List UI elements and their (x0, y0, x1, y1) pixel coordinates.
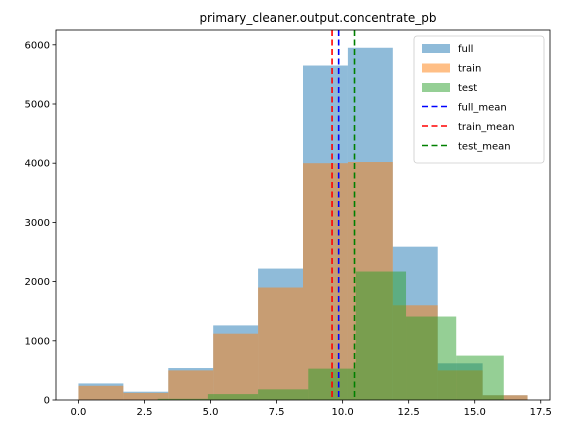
bar-train-4 (258, 287, 303, 400)
bar-test-1 (207, 394, 259, 400)
y-axis: 0 1000 2000 3000 4000 5000 6000 (25, 40, 56, 407)
bar-train-1 (123, 392, 169, 400)
y-tick-label: 4000 (25, 159, 50, 170)
y-tick-label: 0 (44, 396, 50, 407)
y-tick-label: 3000 (25, 218, 50, 229)
x-axis: 0.0 2.5 5.0 7.5 10.0 12.5 15.0 17.5 (71, 400, 552, 418)
mean-lines-layer (331, 30, 356, 400)
legend-label-train: train (458, 64, 481, 75)
x-tick-label: 12.5 (398, 407, 420, 418)
x-tick-label: 7.5 (269, 407, 285, 418)
legend-patch-test (422, 83, 450, 92)
legend-patch-train (422, 63, 450, 73)
x-tick-label: 10.0 (331, 407, 353, 418)
x-tick-label: 2.5 (137, 407, 153, 418)
bars-layer (78, 47, 528, 401)
y-tick-label: 5000 (25, 100, 50, 111)
legend-label-full_mean: full_mean (458, 103, 507, 114)
y-tick-label: 2000 (25, 277, 50, 288)
bar-train-5 (303, 163, 348, 400)
bar-train-3 (213, 333, 259, 400)
legend-patch-full (422, 44, 450, 53)
x-tick-label: 0.0 (71, 407, 87, 418)
legend-label-train_mean: train_mean (458, 122, 515, 133)
legend-label-test: test (458, 83, 477, 94)
x-tick-label: 5.0 (203, 407, 219, 418)
bar-train-0 (78, 385, 124, 400)
chart-title: primary_cleaner.output.concentrate_pb (199, 11, 436, 25)
bar-test-4 (355, 271, 407, 400)
y-tick-label: 6000 (25, 40, 50, 51)
bar-train-2 (168, 370, 214, 400)
legend-label-test_mean: test_mean (458, 142, 511, 153)
y-tick-label: 1000 (25, 336, 50, 347)
bar-train-9 (482, 395, 528, 400)
legend: full train test full_mean train_mean test_mea… (413, 35, 545, 164)
legend-label-full: full (458, 44, 473, 55)
x-tick-label: 17.5 (530, 407, 552, 418)
x-tick-label: 15.0 (464, 407, 486, 418)
plot-frame (55, 29, 551, 401)
bar-test-5 (406, 316, 457, 400)
bar-test-0 (157, 398, 208, 400)
bar-test-2 (258, 389, 309, 400)
bar-test-6 (456, 355, 504, 400)
